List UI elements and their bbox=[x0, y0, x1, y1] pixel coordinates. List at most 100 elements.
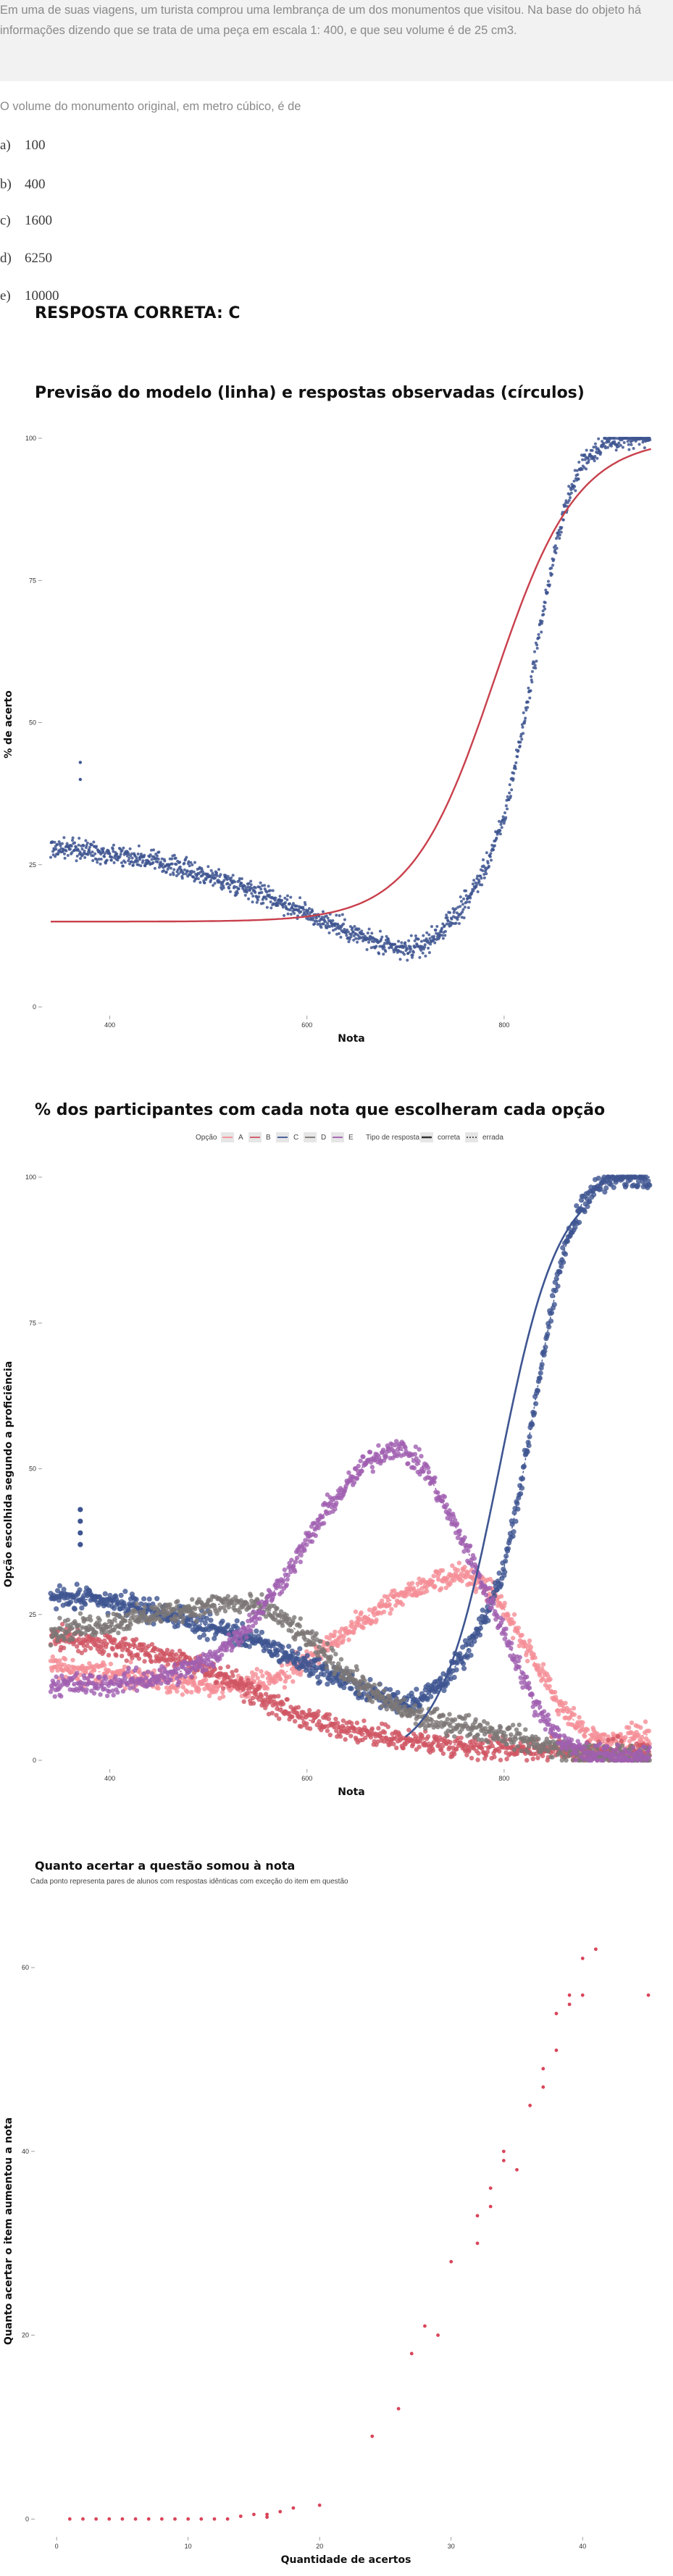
chart-1-observed-point bbox=[414, 945, 417, 949]
chart-1-observed-point bbox=[367, 927, 371, 931]
chart-1-observed-point bbox=[545, 591, 549, 595]
chart-1-observed-point bbox=[112, 850, 115, 853]
chart-2-point-d bbox=[564, 1757, 569, 1763]
chart-1-observed-point bbox=[481, 858, 485, 861]
chart-2-point-d bbox=[466, 1713, 472, 1718]
chart-2-point-a bbox=[340, 1637, 346, 1643]
chart-2-point-a bbox=[498, 1594, 504, 1599]
chart-1-observed-point bbox=[569, 488, 573, 492]
chart-2-point-d bbox=[193, 1612, 198, 1618]
chart-2-point-c bbox=[359, 1694, 365, 1700]
chart-2-point-a bbox=[431, 1573, 436, 1578]
chart-1-observed-point bbox=[601, 440, 604, 443]
chart-2-point-b bbox=[125, 1647, 130, 1652]
chart-2-point-a bbox=[601, 1736, 607, 1742]
chart-1-observed-point bbox=[88, 845, 91, 849]
chart-2-point-c bbox=[428, 1694, 434, 1699]
chart-1-observed-point bbox=[423, 943, 427, 947]
chart-1-observed-point bbox=[577, 477, 580, 481]
chart-1-observed-point bbox=[295, 904, 298, 908]
chart-2-point-a bbox=[459, 1578, 464, 1584]
chart-2-point-a bbox=[556, 1712, 561, 1717]
chart-2-point-b bbox=[316, 1709, 321, 1714]
chart-1-observed-point bbox=[71, 839, 75, 842]
chart-2-point-d bbox=[511, 1747, 517, 1752]
chart-2-point-d bbox=[142, 1605, 147, 1610]
chart-1-observed-point bbox=[263, 884, 267, 887]
chart-1-observed-point bbox=[285, 898, 289, 901]
chart-2-point-a bbox=[106, 1668, 112, 1673]
chart-1-observed-point bbox=[103, 855, 106, 858]
chart-2-point-a bbox=[456, 1560, 462, 1565]
chart-2-point-d bbox=[517, 1731, 522, 1736]
chart-1-observed-point bbox=[630, 443, 633, 446]
chart-2-point-a bbox=[189, 1689, 194, 1695]
chart-1-observed-point bbox=[521, 725, 524, 729]
chart-2-point-b bbox=[149, 1642, 155, 1647]
chart-2-point-b bbox=[382, 1730, 388, 1735]
chart-1-observed-point bbox=[293, 911, 296, 915]
chart-2-point-d bbox=[220, 1600, 226, 1605]
chart-1-observed-point bbox=[212, 884, 215, 887]
chart-1-observed-point bbox=[243, 885, 247, 888]
chart-2-point-a bbox=[353, 1609, 359, 1615]
chart-1-observed-point bbox=[210, 874, 214, 877]
chart-1-observed-point bbox=[316, 922, 319, 926]
chart-2-point-c bbox=[201, 1632, 207, 1638]
chart-2-point-d bbox=[207, 1609, 213, 1615]
chart-1-observed-point bbox=[553, 544, 557, 548]
chart-2-point-b bbox=[141, 1642, 146, 1647]
chart-2-point-c bbox=[325, 1681, 330, 1687]
chart-1-observed-point bbox=[482, 876, 486, 879]
chart-1-observed-point bbox=[324, 920, 327, 924]
chart-1-observed-point bbox=[54, 855, 57, 858]
chart-2-point-d bbox=[105, 1613, 111, 1618]
chart-1-observed-point bbox=[360, 929, 364, 933]
chart-2-point-d bbox=[197, 1613, 202, 1618]
chart-1-observed-point bbox=[342, 922, 346, 926]
chart-2-point-d bbox=[233, 1594, 238, 1599]
chart-1-observed-point bbox=[617, 441, 621, 445]
chart-2-point-b bbox=[420, 1736, 425, 1741]
chart-1-observed-point bbox=[160, 857, 164, 861]
chart-2-point-b bbox=[117, 1644, 123, 1649]
chart-1-observed-point bbox=[574, 489, 577, 493]
chart-2-point-a bbox=[185, 1689, 190, 1694]
chart-2-point-a bbox=[392, 1588, 397, 1593]
chart-2-point-b bbox=[521, 1744, 526, 1749]
chart-2-point-d bbox=[473, 1717, 478, 1722]
chart-2-point-c bbox=[225, 1622, 231, 1628]
chart-2-point-b bbox=[363, 1735, 368, 1741]
chart-2-point-b bbox=[496, 1749, 502, 1754]
chart-1-observed-point bbox=[297, 908, 301, 911]
chart-1-observed-point bbox=[237, 887, 241, 891]
chart-1-observed-point bbox=[95, 845, 99, 848]
chart-1-observed-point bbox=[259, 887, 263, 891]
chart-1-observed-point bbox=[163, 859, 167, 863]
chart-1-observed-point bbox=[240, 877, 243, 881]
chart-2-point-a bbox=[629, 1720, 635, 1726]
chart-1-observed-point bbox=[269, 889, 272, 892]
chart-1-observed-point bbox=[449, 924, 453, 927]
chart-2-point-a bbox=[175, 1689, 180, 1694]
chart-1-observed-point bbox=[338, 913, 341, 917]
chart-1-observed-point bbox=[429, 942, 432, 946]
chart-1-observed-point bbox=[306, 912, 309, 916]
chart-1-observed-point bbox=[201, 870, 205, 874]
chart-2-point-d bbox=[93, 1630, 99, 1635]
chart-2-point-b bbox=[122, 1636, 128, 1642]
chart-2-point-b bbox=[619, 1739, 624, 1744]
chart-2-point-c bbox=[576, 1219, 582, 1226]
chart-2-point-d bbox=[226, 1605, 231, 1610]
chart-2-point-b bbox=[165, 1662, 171, 1667]
chart-1-observed-point bbox=[246, 885, 250, 889]
chart-2-point-d bbox=[498, 1725, 503, 1730]
chart-1-observed-point bbox=[96, 861, 99, 864]
chart-2-point-a bbox=[577, 1715, 582, 1720]
chart-1-observed-point bbox=[120, 861, 123, 864]
chart-1-observed-point bbox=[568, 495, 572, 499]
chart-2-point-d bbox=[131, 1613, 136, 1619]
chart-1-observed-point bbox=[485, 851, 488, 855]
chart-2-point-c bbox=[635, 1182, 641, 1188]
chart-1-observed-point bbox=[85, 841, 89, 845]
